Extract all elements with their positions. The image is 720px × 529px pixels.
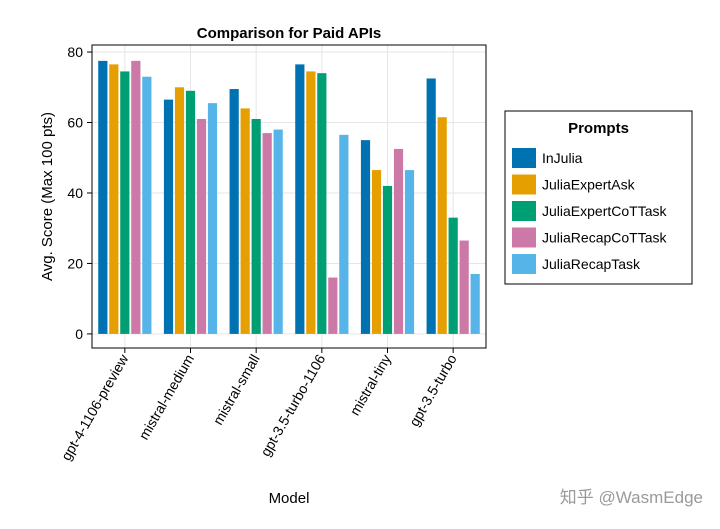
y-tick-label: 80: [67, 44, 83, 60]
bar-InJulia-gpt-3.5-turbo: [426, 78, 436, 334]
bar-JuliaExpertCoTTask-gpt-3.5-turbo: [448, 217, 458, 334]
x-tick-label: mistral-medium: [135, 352, 197, 443]
legend-label: JuliaRecapTask: [542, 256, 641, 272]
x-axis-title: Model: [269, 490, 310, 507]
x-tick-label: mistral-small: [210, 352, 263, 428]
bar-JuliaExpertAsk-mistral-tiny: [371, 170, 382, 334]
y-tick-label: 0: [75, 326, 83, 342]
chart-title: Comparison for Paid APIs: [197, 25, 381, 42]
bar-JuliaExpertAsk-mistral-small: [240, 108, 250, 334]
bar-JuliaRecapCoTTask-mistral-medium: [196, 118, 207, 334]
legend-swatch-JuliaExpertAsk: [512, 174, 536, 195]
legend-label: JuliaRecapCoTTask: [542, 230, 667, 246]
bar-InJulia-mistral-medium: [163, 99, 174, 334]
plot-frame: [91, 44, 487, 349]
bars: [98, 60, 480, 334]
bar-JuliaExpertCoTTask-gpt-3.5-turbo-1106: [317, 73, 327, 334]
bar-JuliaRecapTask-mistral-small: [273, 129, 283, 334]
bar-JuliaExpertCoTTask-mistral-medium: [185, 90, 196, 334]
bar-JuliaRecapCoTTask-mistral-small: [262, 133, 272, 334]
legend-title: Prompts: [568, 120, 629, 137]
bar-JuliaExpertCoTTask-mistral-tiny: [382, 185, 393, 334]
bar-JuliaExpertAsk-gpt-4-1106-preview: [109, 64, 119, 334]
bar-InJulia-gpt-4-1106-preview: [98, 60, 108, 334]
y-tick-label: 60: [67, 115, 83, 131]
bar-JuliaExpertAsk-gpt-3.5-turbo: [437, 117, 447, 334]
bar-JuliaRecapCoTTask-gpt-4-1106-preview: [131, 60, 141, 334]
y-tick-label: 20: [67, 255, 83, 271]
bar-JuliaExpertAsk-mistral-medium: [174, 87, 185, 334]
x-tick-label: gpt-3.5-turbo: [406, 351, 460, 429]
x-axis: gpt-4-1106-preview mistral-medium mistral-…: [58, 348, 460, 463]
legend-label: JuliaExpertCoTTask: [542, 203, 667, 219]
bar-JuliaRecapTask-mistral-tiny: [404, 170, 415, 334]
legend-swatch-JuliaRecapTask: [512, 254, 536, 274]
bar-JuliaRecapCoTTask-mistral-tiny: [393, 148, 404, 334]
x-tick-label: gpt-3.5-turbo-1106: [257, 351, 328, 459]
bar-JuliaRecapTask-gpt-3.5-turbo-1106: [339, 134, 349, 334]
x-tick-label: gpt-4-1106-preview: [58, 351, 132, 463]
y-tick-label: 40: [67, 185, 83, 201]
legend-swatch-JuliaExpertCoTTask: [512, 201, 536, 221]
bar-InJulia-gpt-3.5-turbo-1106: [295, 64, 305, 334]
bar-InJulia-mistral-small: [229, 89, 239, 334]
bar-JuliaRecapCoTTask-gpt-3.5-turbo-1106: [328, 277, 338, 334]
y-axis-title: Avg. Score (Max 100 pts): [39, 112, 56, 281]
legend-label: JuliaExpertAsk: [542, 177, 636, 193]
bar-JuliaExpertAsk-gpt-3.5-turbo-1106: [306, 71, 316, 334]
legend-swatch-JuliaRecapCoTTask: [512, 227, 536, 248]
bar-JuliaRecapCoTTask-gpt-3.5-turbo: [459, 240, 469, 334]
y-axis: 0 20 40 60 80: [67, 44, 92, 342]
legend: Prompts InJulia JuliaExpertAsk JuliaExpert…: [504, 110, 693, 285]
bar-InJulia-mistral-tiny: [360, 140, 371, 334]
bar-JuliaExpertCoTTask-mistral-small: [251, 118, 261, 334]
bar-JuliaExpertCoTTask-gpt-4-1106-preview: [120, 71, 130, 334]
legend-box: [504, 110, 693, 285]
legend-swatch-InJulia: [512, 148, 536, 168]
watermark: 知乎 @WasmEdge: [560, 488, 703, 507]
x-tick-label: mistral-tiny: [346, 352, 394, 419]
bar-JuliaRecapTask-gpt-4-1106-preview: [142, 76, 152, 334]
bar-JuliaRecapTask-mistral-medium: [207, 103, 218, 334]
legend-label: InJulia: [542, 150, 583, 166]
bar-JuliaRecapTask-gpt-3.5-turbo: [470, 274, 480, 334]
